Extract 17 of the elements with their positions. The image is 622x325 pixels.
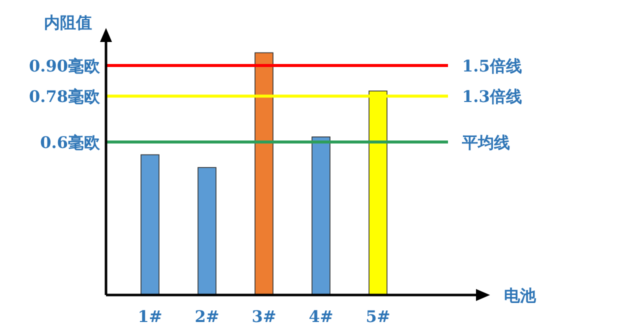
ref-line-label: 1.3倍线 (462, 87, 522, 106)
y-tick-label: 0.90毫欧 (29, 56, 101, 76)
y-tick-label: 0.78毫欧 (29, 87, 101, 106)
bar (140, 154, 160, 296)
bar (198, 167, 216, 296)
ref-line-label: 1.5倍线 (462, 56, 522, 76)
y-axis-title: 内阻值 (44, 13, 92, 32)
x-tick-label: 2# (194, 307, 220, 325)
ref-line-label: 平均线 (461, 133, 510, 152)
y-tick-label: 0.6毫欧 (40, 133, 101, 152)
x-tick-label: 5# (366, 307, 390, 325)
bar (312, 136, 330, 296)
bar (254, 52, 274, 296)
x-tick-label: 1# (138, 307, 162, 325)
x-tick-label: 4# (308, 307, 334, 325)
x-axis-title: 电池 (504, 286, 537, 305)
x-tick-label: 3# (252, 307, 276, 325)
